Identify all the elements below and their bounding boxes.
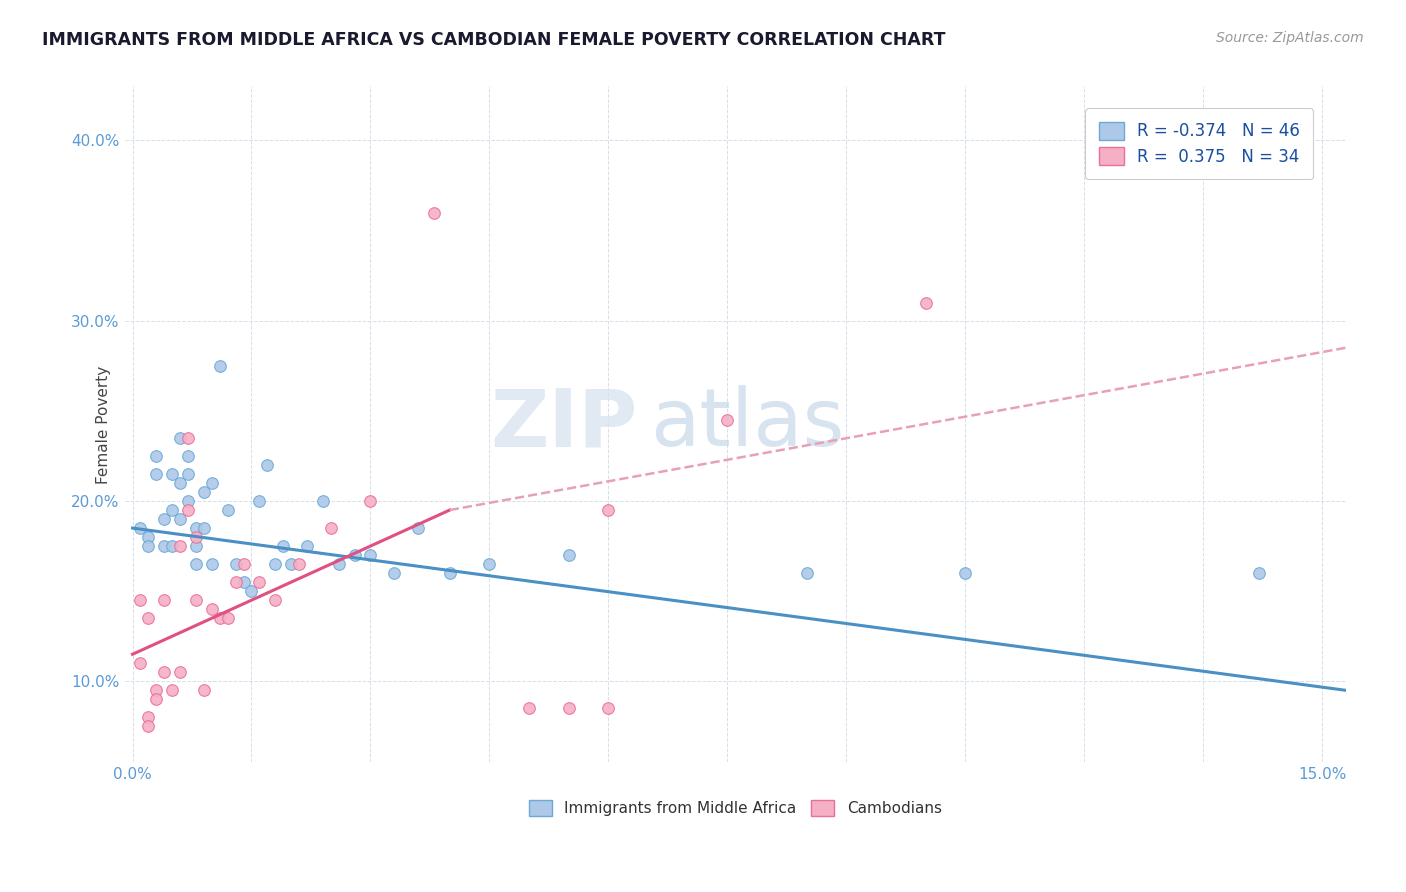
Y-axis label: Female Poverty: Female Poverty [96, 365, 111, 483]
Point [145, 692, 167, 706]
Point [598, 701, 620, 715]
Point [796, 566, 818, 581]
Point [201, 602, 224, 616]
Point [138, 710, 160, 724]
Point [145, 449, 167, 463]
Point [914, 295, 936, 310]
Point [153, 512, 176, 526]
Point [208, 611, 231, 625]
Point [1247, 566, 1270, 581]
Point [264, 557, 287, 571]
Text: ZIP: ZIP [491, 385, 637, 464]
Point [169, 512, 191, 526]
Text: atlas: atlas [650, 385, 844, 464]
Point [138, 611, 160, 625]
Point [557, 548, 579, 562]
Point [129, 657, 152, 671]
Point [145, 467, 167, 481]
Point [249, 575, 271, 590]
Point [359, 494, 381, 508]
Point [193, 485, 215, 500]
Point [169, 539, 191, 553]
Point [138, 719, 160, 733]
Point [328, 557, 350, 571]
Point [240, 584, 263, 599]
Point [160, 467, 183, 481]
Point [598, 503, 620, 517]
Point [319, 521, 342, 535]
Point [557, 701, 579, 715]
Point [177, 503, 200, 517]
Point [177, 467, 200, 481]
Legend: Immigrants from Middle Africa, Cambodians: Immigrants from Middle Africa, Cambodian… [523, 794, 948, 822]
Point [177, 431, 200, 445]
Point [478, 557, 501, 571]
Point [201, 475, 224, 490]
Point [264, 593, 287, 607]
Point [288, 557, 311, 571]
Point [177, 449, 200, 463]
Point [343, 548, 366, 562]
Text: Source: ZipAtlas.com: Source: ZipAtlas.com [1216, 31, 1364, 45]
Point [138, 539, 160, 553]
Point [406, 521, 429, 535]
Point [256, 458, 278, 472]
Point [129, 593, 152, 607]
Point [225, 575, 247, 590]
Point [423, 205, 446, 219]
Point [193, 521, 215, 535]
Point [153, 593, 176, 607]
Point [184, 593, 207, 607]
Point [295, 539, 318, 553]
Point [232, 557, 254, 571]
Point [184, 557, 207, 571]
Point [439, 566, 461, 581]
Point [312, 494, 335, 508]
Point [153, 539, 176, 553]
Point [184, 539, 207, 553]
Point [217, 611, 239, 625]
Point [193, 683, 215, 698]
Point [249, 494, 271, 508]
Point [153, 665, 176, 680]
Point [169, 665, 191, 680]
Point [271, 539, 294, 553]
Point [145, 683, 167, 698]
Point [716, 413, 738, 427]
Point [169, 475, 191, 490]
Point [225, 557, 247, 571]
Point [953, 566, 976, 581]
Point [160, 539, 183, 553]
Point [517, 701, 540, 715]
Text: IMMIGRANTS FROM MIDDLE AFRICA VS CAMBODIAN FEMALE POVERTY CORRELATION CHART: IMMIGRANTS FROM MIDDLE AFRICA VS CAMBODI… [42, 31, 946, 49]
Point [217, 503, 239, 517]
Point [232, 575, 254, 590]
Point [177, 494, 200, 508]
Point [201, 557, 224, 571]
Point [169, 431, 191, 445]
Point [160, 683, 183, 698]
Point [129, 521, 152, 535]
Point [208, 359, 231, 373]
Point [184, 521, 207, 535]
Point [280, 557, 302, 571]
Point [138, 530, 160, 544]
Point [160, 503, 183, 517]
Point [359, 548, 381, 562]
Point [382, 566, 405, 581]
Point [184, 530, 207, 544]
